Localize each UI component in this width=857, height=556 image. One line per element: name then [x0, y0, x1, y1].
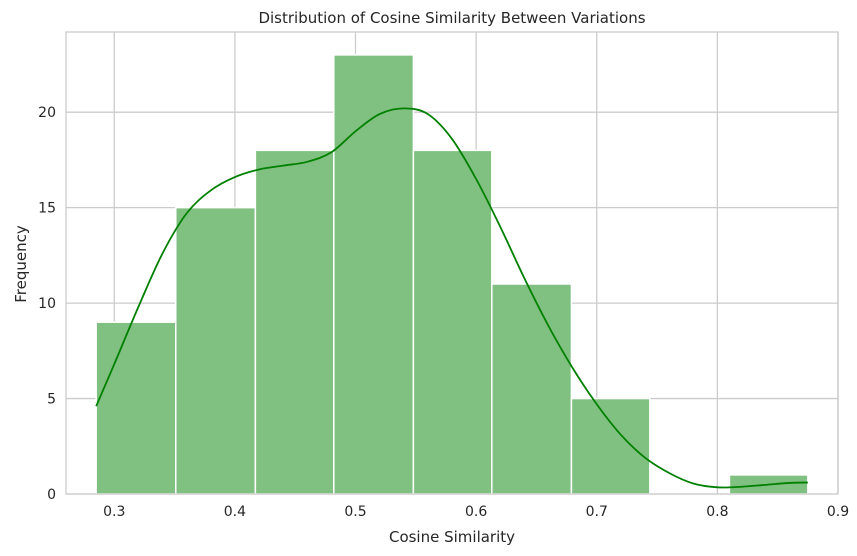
y-tick-label: 10	[38, 296, 56, 312]
kde-curve	[95, 107, 808, 489]
x-tick-labels: 0.3 0.4 0.5 0.6 0.7 0.8 0.9	[103, 504, 849, 520]
x-tick-label: 0.5	[344, 504, 366, 520]
y-tick-labels: 0 5 10 15 20	[38, 105, 56, 503]
x-tick-label: 0.8	[706, 504, 728, 520]
histogram-bar	[175, 206, 257, 495]
y-tick-label: 0	[47, 487, 56, 503]
x-tick-label: 0.4	[224, 504, 246, 520]
histogram-bar	[254, 149, 335, 495]
x-tick-label: 0.3	[103, 504, 125, 520]
y-tick-label: 15	[38, 201, 56, 217]
y-tick-label: 5	[47, 392, 56, 408]
kde-curve-group	[95, 107, 808, 489]
histogram-bar	[412, 149, 493, 495]
x-axis-label: Cosine Similarity	[389, 528, 515, 546]
axes-frame	[65, 31, 839, 495]
histogram-bar	[95, 321, 177, 495]
x-tick-label: 0.6	[465, 504, 487, 520]
histogram-bar	[570, 397, 651, 495]
y-tick-label: 20	[38, 105, 56, 121]
histogram-bar	[333, 54, 415, 495]
histogram-bars	[95, 54, 809, 495]
y-axis-label: Frequency	[12, 225, 30, 303]
histogram-bar	[491, 283, 573, 495]
x-tick-label: 0.7	[586, 504, 608, 520]
x-tick-label: 0.9	[827, 504, 849, 520]
chart-title: Distribution of Cosine Similarity Betwee…	[258, 9, 645, 27]
